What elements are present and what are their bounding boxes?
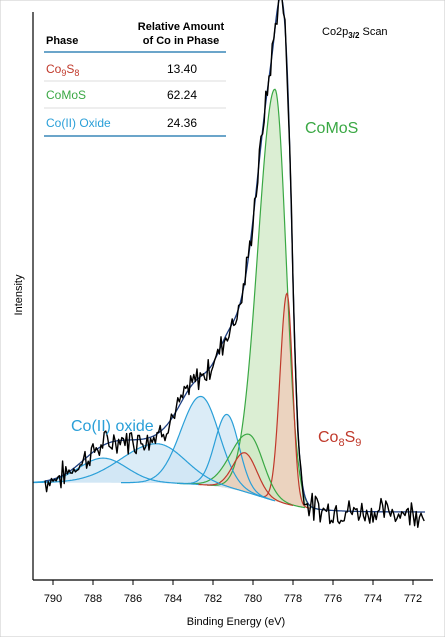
annotation-co8s9: Co8S9: [318, 429, 361, 449]
component-line-comos: [177, 433, 306, 509]
x-tick-label: 784: [164, 593, 182, 605]
component-line-co9s8: [197, 452, 294, 506]
component-line-comos: [207, 88, 320, 510]
component-fill-co-ii-oxide: [33, 458, 199, 485]
component-line-co-ii-oxide: [33, 443, 270, 500]
table-row-value-comos: 62.24: [167, 88, 197, 102]
component-fill-co9s8: [197, 452, 293, 506]
table-row-value-co9s8: 13.40: [167, 62, 197, 76]
x-axis-label: Binding Energy (eV): [187, 616, 285, 628]
phase-table: Phase Relative Amount of Co in Phase Co9…: [44, 21, 226, 137]
x-tick-label: 774: [364, 593, 382, 605]
component-line-co-ii-oxide: [178, 413, 276, 502]
x-tick-label: 788: [84, 593, 102, 605]
x-tick-label: 782: [204, 593, 222, 605]
table-row-phase-co9s8: Co9S8: [46, 62, 79, 78]
annotation-coii-oxide: Co(II) oxide: [71, 418, 154, 435]
table-row-phase-coii-oxide: Co(II) Oxide: [46, 116, 111, 130]
table-header-amount-line2: of Co in Phase: [143, 35, 219, 47]
component-line-co9s8: [258, 292, 310, 509]
component-outlines: [32, 88, 320, 510]
table-header-phase: Phase: [46, 35, 78, 47]
component-fill-co9s8: [259, 293, 310, 509]
table-row-phase-comos: CoMoS: [46, 88, 86, 102]
component-line-co-ii-oxide: [121, 395, 274, 501]
x-tick-label: 776: [324, 593, 342, 605]
x-tick-label: 780: [244, 593, 262, 605]
x-axis-ticks: 790 788 786 784 782 780 778 776 774 772: [44, 580, 422, 605]
component-line-co-ii-oxide: [32, 457, 199, 486]
annotation-comos: CoMoS: [305, 120, 358, 137]
raw-data-layer: [44, 0, 425, 528]
chart-title: Co2p3/2 Scan: [322, 26, 388, 40]
table-header-amount-line1: Relative Amount: [138, 21, 225, 33]
table-row-value-coii-oxide: 24.36: [167, 116, 197, 130]
x-tick-label: 790: [44, 593, 62, 605]
x-tick-label: 778: [284, 593, 302, 605]
y-axis-label: Intensity: [13, 274, 25, 315]
raw-data-line: [44, 0, 425, 528]
x-tick-label: 772: [404, 593, 422, 605]
x-tick-label: 786: [124, 593, 142, 605]
